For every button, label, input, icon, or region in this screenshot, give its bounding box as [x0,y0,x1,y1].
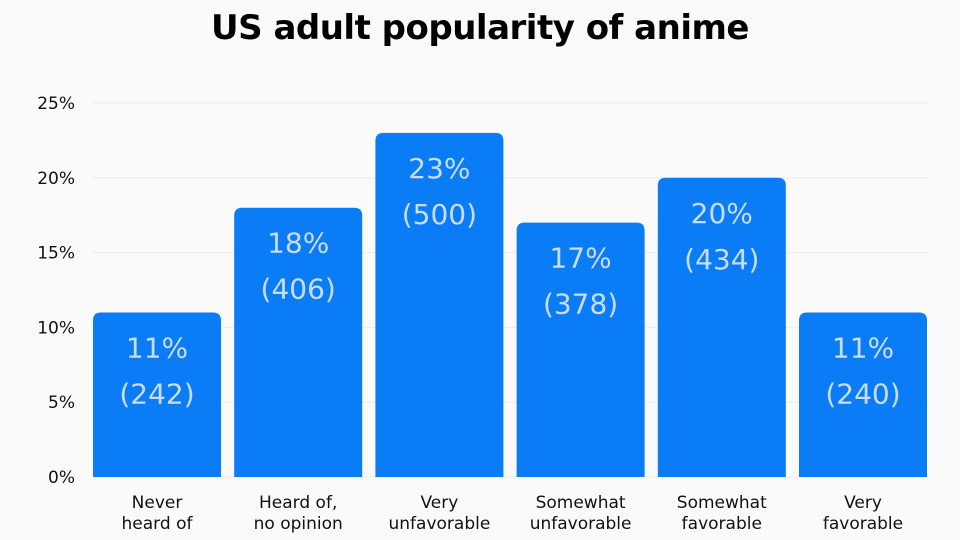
bar [657,177,786,478]
category-label: Somewhat [536,493,626,513]
value-label: 18% [267,227,329,260]
category-label: favorable [823,514,903,534]
count-label: (406) [261,273,336,306]
category-label: unfavorable [389,514,491,534]
count-label: (242) [119,377,194,410]
count-label: (500) [402,198,477,231]
y-tick-label: 0% [48,468,75,488]
count-label: (378) [543,288,618,321]
bar [234,207,363,477]
category-label: Very [420,493,458,513]
y-tick-label: 5% [48,393,75,413]
bar [375,132,504,478]
y-tick-label: 15% [37,244,75,264]
chart-title: US adult popularity of anime [211,8,749,48]
bar [799,312,927,477]
category-label: favorable [682,514,762,534]
category-label: Very [844,493,882,513]
category-label: Never [132,493,183,513]
bar [93,312,221,477]
value-label: 23% [408,152,470,185]
bar [516,222,645,477]
category-label: no opinion [254,514,343,534]
category-label: heard of [122,514,194,534]
y-tick-label: 20% [37,169,75,189]
count-label: (240) [825,377,900,410]
count-label: (434) [684,243,759,276]
y-tick-label: 10% [37,318,75,338]
y-tick-label: 25% [37,94,75,114]
category-label: unfavorable [530,514,632,534]
value-label: 20% [691,197,753,230]
value-label: 11% [126,331,188,364]
value-label: 11% [832,331,894,364]
value-label: 17% [549,242,611,275]
category-label: Heard of, [259,493,337,513]
category-label: Somewhat [677,493,767,513]
